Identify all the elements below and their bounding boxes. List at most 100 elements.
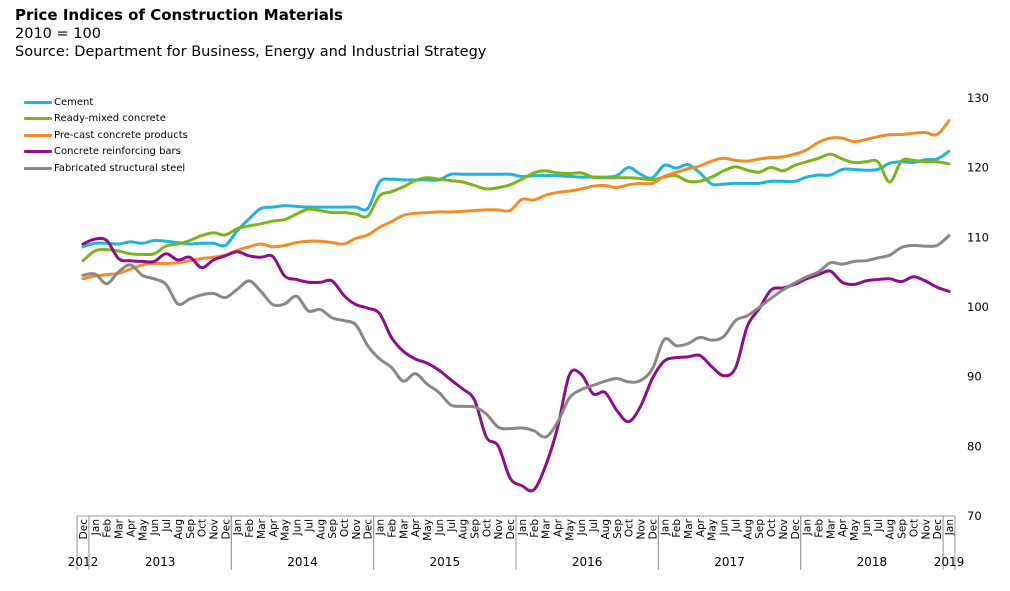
legend-label: Pre-cast concrete products (54, 129, 188, 141)
x-tick-label-month: Sep (327, 519, 339, 539)
x-tick-label-month: Feb (386, 519, 398, 538)
x-tick-label-month: Aug (315, 519, 327, 540)
x-tick-label-month: Mar (825, 518, 837, 538)
x-tick-label-month: Nov (208, 519, 220, 540)
x-tick-label-month: Sep (897, 519, 909, 539)
legend: Cement Ready-mixed concrete Pre-cast concr… (24, 94, 188, 177)
x-tick-label-month: Aug (600, 519, 612, 540)
x-tick-label-month: Dec (790, 519, 802, 540)
x-tick-label-month: Mar (541, 518, 553, 538)
x-tick-label-month: Jul (873, 519, 885, 533)
x-tick-label-month: Feb (102, 519, 114, 538)
x-tick-label-month: Oct (908, 519, 920, 537)
x-tick-label-month: Feb (529, 519, 541, 538)
legend-label: Ready-mixed concrete (54, 113, 166, 125)
x-tick-label-month: Jan (517, 519, 529, 536)
x-tick-label-month: Aug (173, 519, 185, 540)
series-line-concrete-reinforcing-bars (81, 236, 951, 493)
x-tick-label-month: Feb (244, 519, 256, 538)
x-tick-label-month: Jul (303, 519, 315, 533)
x-tick-label-month: Oct (624, 519, 636, 537)
x-tick-label-month: Jan (802, 519, 814, 536)
x-tick-label-month: Oct (339, 519, 351, 537)
x-tick-label-month: Dec (78, 519, 90, 540)
legend-item: Concrete reinforcing bars (24, 144, 188, 161)
x-tick-label-month: Aug (458, 519, 470, 540)
x-tick-label-month: Sep (612, 519, 624, 539)
x-tick-label-month: Jul (161, 519, 173, 533)
y-tick-label: 80 (967, 439, 982, 453)
legend-label: Fabricated structural steel (54, 162, 186, 174)
x-tick-label-month: Jun (292, 519, 304, 536)
x-tick-label-year: 2018 (857, 555, 888, 569)
y-axis: 70 80 90 100 110 120 130 (967, 91, 989, 523)
legend-swatch (24, 150, 52, 154)
y-tick-label: 110 (967, 230, 989, 244)
legend-label: Cement (54, 96, 94, 108)
y-tick-label: 90 (967, 370, 982, 384)
x-tick-label-month: Oct (481, 519, 493, 537)
x-tick-label-year: 2013 (145, 555, 176, 569)
x-tick-label-month: Jul (446, 519, 458, 533)
chart-source: Source: Department for Business, Energy … (15, 44, 487, 60)
legend-item: Fabricated structural steel (24, 160, 188, 177)
y-tick-label: 130 (967, 91, 989, 105)
legend-label: Concrete reinforcing bars (54, 146, 181, 158)
x-tick-label-year: 2015 (430, 555, 461, 569)
x-tick-label-month: Jan (944, 519, 956, 536)
y-tick-label: 120 (967, 161, 989, 175)
x-tick-label-month: Sep (185, 519, 197, 539)
x-tick-label-month: Apr (268, 518, 280, 537)
x-tick-label-month: Apr (695, 518, 707, 537)
x-tick-label-month: Dec (363, 519, 375, 540)
x-tick-label-month: Jul (588, 519, 600, 533)
legend-swatch (24, 133, 52, 137)
series-line-fabricated-structural-steel (81, 234, 951, 439)
x-tick-label-month: Mar (256, 518, 268, 538)
legend-swatch (24, 166, 52, 170)
x-tick-label-month: Mar (398, 518, 410, 538)
x-tick-label-month: Nov (778, 519, 790, 540)
x-tick-label-month: Jun (434, 519, 446, 536)
x-tick-label-month: Apr (837, 518, 849, 537)
x-axis: Dec Jan Feb Mar Apr May Jun Jul Aug Sep Oct Nov Dec J… (68, 515, 965, 570)
x-tick-label-month: Dec (505, 519, 517, 540)
x-tick-label-month: Apr (410, 518, 422, 537)
x-tick-label-month: Jan (232, 519, 244, 536)
legend-item: Cement (24, 94, 188, 111)
x-tick-label-month: Feb (671, 519, 683, 538)
x-tick-label-month: Nov (920, 519, 932, 540)
y-tick-label: 100 (967, 300, 989, 314)
x-tick-label-month: Dec (932, 519, 944, 540)
x-tick-label-month: Aug (742, 519, 754, 540)
x-tick-label-month: Jan (90, 519, 102, 536)
series-lines (81, 119, 951, 493)
x-tick-label-month: Oct (766, 519, 778, 537)
x-tick-label-month: Apr (125, 518, 137, 537)
x-tick-label-month: May (422, 519, 434, 541)
x-tick-label-month: May (707, 519, 719, 541)
x-tick-label-month: May (849, 519, 861, 541)
x-tick-label-year: 2019 (934, 555, 965, 569)
series-line-ready-mixed-concrete (81, 152, 951, 263)
x-tick-label-month: Aug (885, 519, 897, 540)
x-tick-label-month: May (564, 519, 576, 541)
x-tick-label-month: May (280, 519, 292, 541)
chart-title: Price Indices of Construction Materials (15, 6, 343, 24)
x-tick-label-month: Sep (754, 519, 766, 539)
x-tick-label-month: Dec (647, 519, 659, 540)
x-tick-label-month: Jan (659, 519, 671, 536)
x-tick-label-month: Dec (220, 519, 232, 540)
series-line-pre-cast-concrete-products (81, 119, 951, 281)
x-tick-label-year: 2017 (714, 555, 745, 569)
x-tick-label-month: Jul (730, 519, 742, 533)
legend-swatch (24, 100, 52, 104)
x-tick-label-month: Jun (719, 519, 731, 536)
x-tick-label-month: Mar (683, 518, 695, 538)
y-tick-label: 70 (967, 509, 982, 523)
x-tick-label-month: Sep (469, 519, 481, 539)
legend-item: Pre-cast concrete products (24, 127, 188, 144)
x-tick-label-month: Nov (493, 519, 505, 540)
x-tick-label-month: Nov (351, 519, 363, 540)
